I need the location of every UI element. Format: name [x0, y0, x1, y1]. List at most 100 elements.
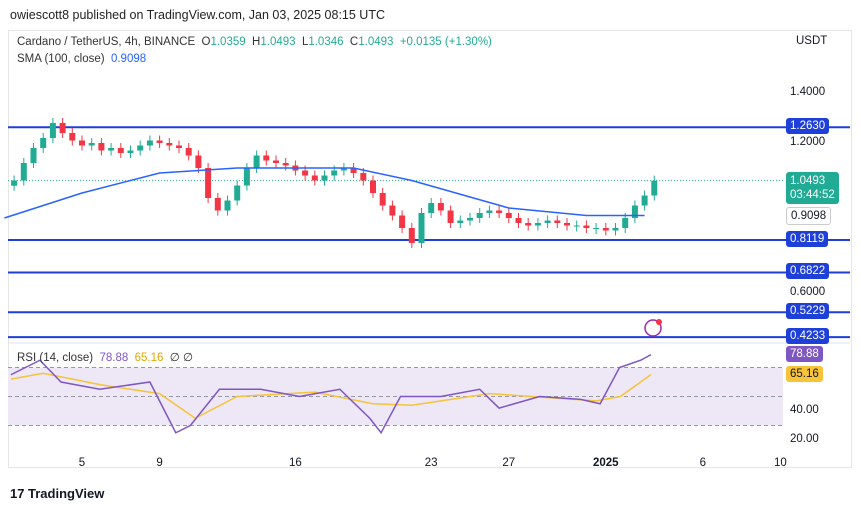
- sma-price-tag: 0.9098: [786, 206, 832, 225]
- price-tick-label: 0.6000: [790, 286, 826, 298]
- candle: [243, 168, 250, 186]
- high-value: 1.0493: [260, 36, 296, 48]
- candle: [137, 145, 144, 151]
- sma-legend[interactable]: SMA (100, close) 0.9098: [17, 53, 146, 65]
- open-value: 1.0359: [210, 36, 246, 48]
- candle: [360, 173, 367, 181]
- x-tick-label: 23: [424, 457, 438, 469]
- candle: [496, 210, 503, 213]
- candle: [282, 163, 289, 166]
- x-tick-label: 2025: [593, 457, 619, 469]
- candle: [573, 225, 580, 227]
- rsi-tick-label: 20.00: [790, 433, 819, 445]
- rsi-flags: ∅ ∅: [169, 352, 194, 364]
- rsi-ma-value: 65.16: [134, 352, 164, 364]
- high-label: H: [252, 36, 261, 48]
- notification-dot: [656, 319, 662, 325]
- candle: [428, 203, 435, 213]
- tv-logo-icon: 17: [10, 486, 25, 501]
- symbol-legend: Cardano / TetherUS, 4h, BINANCE O1.0359 …: [17, 36, 492, 48]
- rsi-ma-line: [10, 372, 652, 420]
- symbol-name[interactable]: Cardano / TetherUS, 4h, BINANCE: [17, 36, 196, 48]
- candle: [166, 143, 173, 146]
- x-tick-label: 27: [502, 457, 516, 469]
- close-value: 1.0493: [358, 36, 394, 48]
- level-tag: 0.8119: [786, 231, 829, 248]
- candle: [515, 218, 522, 223]
- low-label: L: [301, 36, 309, 48]
- candle: [602, 228, 609, 231]
- candle: [408, 228, 415, 243]
- candle: [641, 195, 648, 206]
- candle: [205, 168, 212, 198]
- rsi-label: RSI (14, close): [17, 352, 94, 364]
- candle: [379, 193, 386, 206]
- rsi-line: [10, 353, 652, 435]
- x-tick-label: 9: [156, 457, 163, 469]
- candle: [612, 228, 619, 231]
- candle: [340, 168, 347, 171]
- sma-label: SMA (100, close): [17, 53, 105, 65]
- currency-label[interactable]: USDT: [796, 35, 828, 47]
- candle: [79, 140, 85, 146]
- tradingview-logo: 17 TradingView: [10, 486, 104, 501]
- sma-value: 0.9098: [110, 53, 147, 65]
- level-tag: 0.6822: [786, 263, 830, 280]
- open-label: O: [201, 36, 211, 48]
- rsi-tick-label: 40.00: [790, 404, 819, 416]
- candle: [321, 175, 328, 181]
- price-tick-label: 1.2000: [790, 136, 826, 148]
- candle: [253, 155, 260, 168]
- candle: [370, 180, 376, 193]
- x-tick-label: 6: [699, 457, 706, 469]
- candle: [418, 213, 425, 243]
- candle: [302, 170, 309, 176]
- rsi-legend[interactable]: RSI (14, close) 78.88 65.16 ∅ ∅: [17, 350, 193, 364]
- candle: [156, 140, 163, 143]
- candle: [176, 145, 182, 148]
- candle: [593, 228, 600, 229]
- candle: [476, 213, 483, 218]
- candle: [525, 223, 532, 226]
- candle: [59, 123, 66, 133]
- level-tag: 0.5229: [786, 303, 830, 320]
- candle: [69, 133, 76, 141]
- candle: [224, 200, 231, 211]
- price-tick-label: 1.4000: [790, 86, 826, 98]
- candle: [622, 218, 629, 228]
- candle: [195, 155, 202, 168]
- candle: [457, 220, 464, 223]
- sma-line: [4, 167, 645, 219]
- rsi-ma-tag: 65.16: [786, 365, 823, 382]
- candle: [534, 223, 541, 226]
- candle: [40, 138, 47, 148]
- brand-name: TradingView: [28, 486, 105, 501]
- candle: [389, 205, 396, 216]
- candle: [20, 163, 27, 181]
- candle: [505, 213, 512, 218]
- candle: [437, 203, 444, 211]
- candle: [273, 160, 279, 163]
- candle: [467, 218, 473, 221]
- candle: [331, 170, 338, 176]
- candle: [554, 220, 561, 223]
- x-tick-label: 5: [78, 457, 86, 469]
- candle: [185, 148, 192, 156]
- candle: [127, 150, 134, 153]
- candle: [108, 148, 115, 151]
- candle: [544, 220, 551, 223]
- candle: [486, 210, 493, 213]
- candle: [564, 223, 570, 226]
- candle: [311, 175, 318, 181]
- candle: [263, 155, 270, 161]
- chart-frame[interactable]: [8, 30, 852, 468]
- rsi-value: 78.88: [99, 352, 129, 364]
- candle: [11, 180, 18, 186]
- candle: [583, 225, 590, 228]
- x-tick-label: 16: [288, 457, 302, 469]
- candle: [447, 210, 454, 223]
- candle: [30, 148, 37, 163]
- candle: [98, 143, 105, 151]
- candle: [350, 168, 357, 173]
